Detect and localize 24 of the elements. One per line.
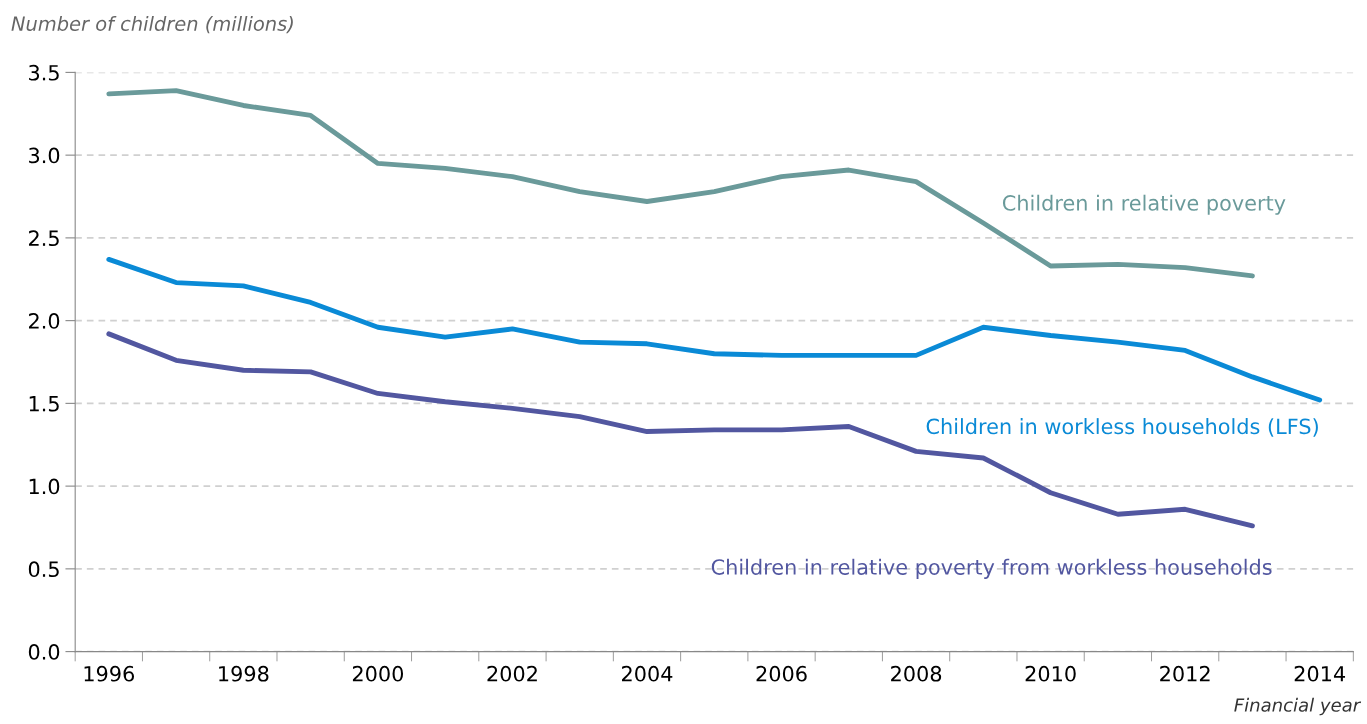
x-axis-title: Financial year: [1234, 697, 1362, 716]
series-label: Children in relative poverty from workless households: [711, 558, 1272, 579]
line-series: [106, 256, 1323, 403]
y-tick-label: 0.0: [28, 644, 60, 660]
y-tick-label: 2.0: [29, 313, 60, 329]
series-label: Children in relative poverty: [1002, 194, 1286, 215]
y-tick-label: 0.5: [28, 561, 59, 578]
x-tick-label: 2008: [891, 665, 942, 682]
x-tick-label: 1996: [84, 665, 135, 682]
y-tick-label: 2.5: [29, 230, 59, 247]
x-tick-label: 2000: [352, 665, 404, 682]
y-tick-label: 3.0: [29, 147, 60, 164]
x-tick-label: 2014: [1294, 665, 1346, 682]
x-tick-label: 1998: [219, 665, 269, 682]
y-tick-label: 1.5: [29, 396, 59, 412]
x-tick-label: 2012: [1160, 665, 1210, 682]
y-axis-title: Number of children (millions): [11, 15, 293, 34]
x-tick-label: 2002: [487, 665, 537, 682]
x-tick-label: 2004: [622, 665, 673, 682]
series-label: Children in workless households (LFS): [926, 418, 1318, 437]
y-tick-label: 3.5: [29, 64, 59, 81]
y-tick-label: 1.0: [29, 478, 60, 495]
x-tick-label: 2010: [1025, 665, 1076, 682]
x-tick-label: 2006: [756, 665, 807, 682]
